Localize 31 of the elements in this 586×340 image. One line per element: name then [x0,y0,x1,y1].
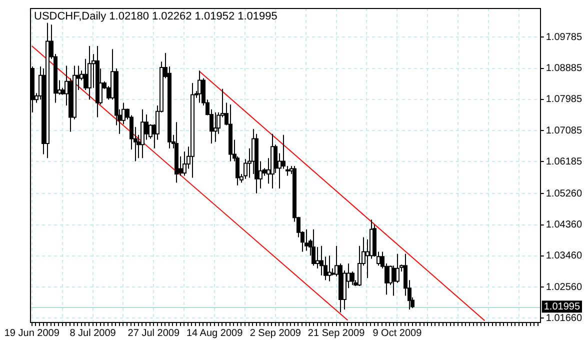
x-tick-label: 14 Aug 2009 [186,328,244,339]
y-tick-label: 1.07085 [546,125,582,136]
candlestick [316,246,320,269]
candlestick [84,58,88,90]
chart-title: USDCHF,Daily 1.02180 1.02262 1.01952 1.01995 [34,10,278,23]
x-tick-label: 27 Jul 2009 [128,328,180,339]
x-tick-label: 9 Oct 2009 [372,328,422,339]
y-tick-label: 1.07985 [546,94,582,106]
y-tick-label: 1.05260 [546,188,582,200]
candlestick [312,228,316,266]
x-tick-label: 21 Sep 2009 [308,328,366,339]
candlestick [350,271,354,286]
candlestick [328,255,332,282]
candlestick [140,108,144,159]
y-tick-label: 1.04360 [546,220,582,231]
y-tick-label: 1.08885 [546,63,582,74]
y-tick-label: 1.02560 [546,282,582,293]
x-tick-label: 8 Jul 2009 [70,328,116,339]
candlestick [304,228,308,252]
candlestick [214,112,218,142]
x-tick-label: 2 Sep 2009 [250,328,302,339]
x-tick-label: 19 Jun 2009 [4,328,60,339]
y-tick-label: 1.06185 [546,156,582,168]
candlestick [396,253,400,284]
y-tick-label: 1.03460 [546,250,582,262]
ref-line-label: 1.01995 [544,301,580,312]
y-tick-label: 1.01660 [546,312,582,324]
candlestick [392,265,396,296]
candlestick [198,70,202,104]
candlestick [320,245,324,276]
y-tick-label: 1.09785 [546,32,582,43]
